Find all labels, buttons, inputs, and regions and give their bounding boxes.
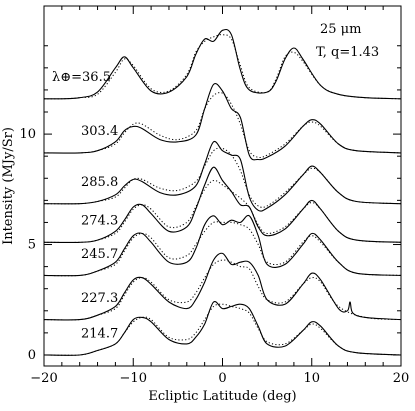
model-curve-245.7 [43,221,402,277]
x-tick-label: −10 [120,371,147,386]
series-label-227.3: 227.3 [81,291,118,306]
model-curve-285.8 [43,147,402,208]
model-curve-274.3 [43,179,402,243]
series-label-285.8: 285.8 [81,175,118,190]
curves [43,28,402,356]
observed-curve-245.7 [43,214,402,277]
annotation-model: T, q=1.43 [316,45,379,60]
observed-curve-274.3 [43,166,402,244]
series-label-303.4: 303.4 [81,124,118,139]
series-label-36.5: λ⊕=36.5 [52,70,111,85]
y-axis-title: Intensity (MJy/Sr) [1,127,16,245]
x-axis-title: Ecliptic Latitude (deg) [148,389,296,404]
series-label-245.7: 245.7 [81,247,118,262]
axis-ticks: −20 −10 0 10 20 0 5 10 [19,6,409,386]
x-tick-label: 10 [303,371,320,386]
model-curve-227.3 [43,259,402,321]
model-curve-303.4 [43,92,402,159]
series-label-274.3: 274.3 [81,214,118,229]
series-label-214.7: 214.7 [81,326,118,341]
model-curve-36.5 [43,34,402,100]
observed-curve-285.8 [43,140,402,212]
x-tick-label: −20 [30,371,57,386]
y-tick-label: 10 [19,127,36,142]
observed-curve-36.5 [43,28,402,100]
series-labels: λ⊕=36.5 303.4 285.8 274.3 245.7 227.3 214.7 [52,70,118,341]
x-tick-label: 20 [393,371,410,386]
x-tick-label: 0 [218,371,226,386]
observed-curve-303.4 [43,83,402,161]
observed-curve-227.3 [43,252,402,321]
y-tick-label: 0 [28,348,36,363]
observed-curve-214.7 [43,300,402,356]
annotation-wavelength: 25 μm [320,22,361,37]
y-tick-label: 5 [28,238,36,253]
